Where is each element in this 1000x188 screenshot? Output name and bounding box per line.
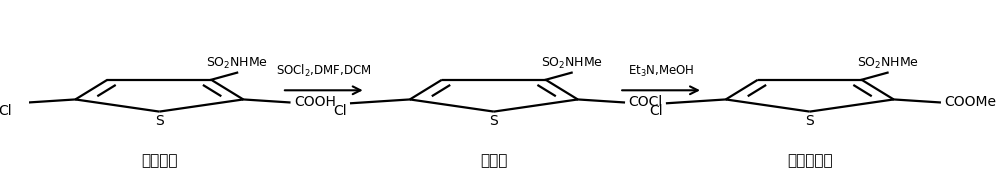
Text: SO$_2$NHMe: SO$_2$NHMe — [206, 55, 268, 70]
Text: Cl: Cl — [333, 104, 347, 118]
Text: 目标化合物: 目标化合物 — [787, 153, 833, 168]
Text: 中间体: 中间体 — [480, 153, 508, 168]
Text: S: S — [489, 114, 498, 128]
Text: Cl: Cl — [0, 104, 12, 118]
Text: COOH: COOH — [294, 96, 336, 109]
Text: 起始物料: 起始物料 — [141, 153, 178, 168]
Text: SO$_2$NHMe: SO$_2$NHMe — [541, 55, 603, 70]
Text: Et$_3$N,MeOH: Et$_3$N,MeOH — [628, 64, 694, 79]
Text: COOMe: COOMe — [944, 96, 996, 109]
Text: S: S — [155, 114, 164, 128]
Text: SO$_2$NHMe: SO$_2$NHMe — [857, 55, 919, 70]
Text: S: S — [805, 114, 814, 128]
Text: COCl: COCl — [628, 96, 663, 109]
Text: Cl: Cl — [649, 104, 663, 118]
Text: SOCl$_2$,DMF,DCM: SOCl$_2$,DMF,DCM — [276, 63, 372, 79]
